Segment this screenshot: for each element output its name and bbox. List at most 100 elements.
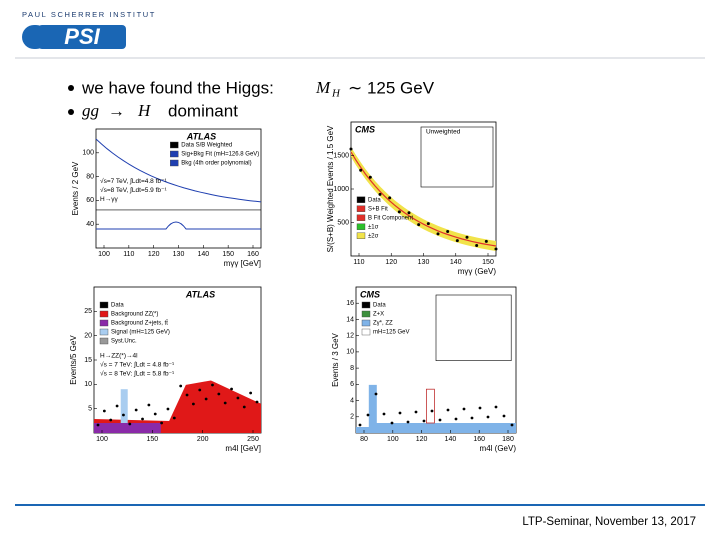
point-marker bbox=[462, 407, 466, 411]
point-marker bbox=[179, 384, 183, 388]
point-marker bbox=[382, 412, 386, 416]
plot-note: Unweighted bbox=[426, 129, 461, 136]
legend-label: Zγ*, ZZ bbox=[373, 321, 393, 327]
point-marker bbox=[134, 408, 138, 412]
legend-swatch bbox=[99, 310, 109, 318]
residual-curve bbox=[96, 221, 261, 230]
legend-swatch bbox=[361, 319, 371, 327]
bullet-dot bbox=[68, 109, 74, 115]
logo-text: PSI bbox=[64, 24, 100, 49]
legend-swatch bbox=[356, 196, 366, 203]
plot: Events / 3 GeV m4l (GeV) 2 4 6 8 10 12 14 16 80 100… bbox=[331, 286, 517, 453]
legend-swatch bbox=[356, 205, 366, 212]
plot-note: √s=8 TeV, ∫Ldt=5.9 fb⁻¹ bbox=[100, 186, 167, 194]
point-marker bbox=[368, 175, 372, 179]
legend-label: Signal (mH=125 GeV) bbox=[111, 330, 170, 336]
point-marker bbox=[366, 413, 370, 417]
point-marker bbox=[211, 383, 214, 387]
point-marker bbox=[494, 405, 498, 409]
point-marker bbox=[388, 196, 392, 200]
point-marker bbox=[255, 400, 259, 404]
legend-swatch bbox=[170, 159, 179, 167]
bullet-dot bbox=[68, 85, 74, 91]
band bbox=[351, 147, 496, 251]
point-marker bbox=[478, 406, 482, 410]
point-marker bbox=[230, 387, 233, 391]
plot-note: √s = 7 TeV: ∫Ldt = 4.8 fb⁻¹ bbox=[100, 361, 175, 369]
math-symbol: → bbox=[108, 101, 125, 120]
point-marker bbox=[407, 211, 411, 215]
math-symbol: H bbox=[137, 101, 152, 120]
y-axis-label: S/(S+B) Weighted Events / 1.5 GeV bbox=[326, 125, 335, 252]
zz-hist bbox=[356, 384, 516, 433]
legend-label: ±2σ bbox=[368, 233, 379, 239]
legend-label: Data bbox=[373, 303, 386, 309]
plot: Events / 2 GeV mγγ [GeV] 40 60 80 100 100 110 12… bbox=[71, 128, 262, 268]
point-marker bbox=[475, 243, 479, 247]
bullet-text: we have found the Higgs: bbox=[81, 78, 274, 97]
legend-swatch bbox=[170, 150, 179, 158]
x-axis-label: m4l (GeV) bbox=[480, 444, 517, 453]
signal-hist bbox=[425, 388, 435, 424]
x-tick-label: 150 bbox=[482, 259, 494, 266]
x-tick-label: 110 bbox=[353, 259, 364, 266]
x-tick-label: 150 bbox=[222, 251, 234, 258]
plot: Events/5 GeV m4l [GeV] 5 10 15 20 25 100 150 200 2… bbox=[69, 286, 262, 453]
legend-label: B Fit Component bbox=[368, 215, 413, 221]
x-tick-label: 120 bbox=[148, 251, 160, 258]
x-axis-label: m4l [GeV] bbox=[225, 444, 261, 453]
y-tick-label: 60 bbox=[86, 197, 94, 204]
point-marker bbox=[109, 418, 113, 422]
plot: S/(S+B) Weighted Events / 1.5 GeV mγγ (Ge… bbox=[326, 121, 498, 276]
point-marker bbox=[446, 408, 450, 412]
y-axis-label: Events/5 GeV bbox=[69, 335, 78, 385]
y-tick-label: 1000 bbox=[333, 186, 349, 193]
inset-frame bbox=[435, 294, 512, 361]
plot-note: √s=7 TeV, ∫Ldt=4.8 fb⁻¹ bbox=[100, 177, 167, 185]
y-tick-label: 10 bbox=[346, 349, 354, 356]
plot-note: H→γγ bbox=[100, 196, 118, 203]
point-marker bbox=[242, 405, 246, 409]
fit-curve bbox=[350, 151, 497, 247]
point-marker bbox=[147, 403, 151, 407]
point-marker bbox=[249, 391, 253, 395]
x-tick-label: 140 bbox=[450, 259, 462, 266]
point-marker bbox=[349, 147, 353, 151]
point-marker bbox=[494, 247, 498, 251]
point-marker bbox=[436, 232, 440, 236]
y-tick-label: 5 bbox=[88, 406, 92, 413]
y-tick-label: 14 bbox=[346, 316, 354, 323]
footer-text: LTP-Seminar, November 13, 2017 bbox=[522, 516, 696, 528]
y-tick-label: 1500 bbox=[333, 152, 349, 159]
x-tick-label: 100 bbox=[387, 436, 399, 443]
math-symbol: gg bbox=[82, 101, 99, 120]
y-tick-label: 10 bbox=[84, 381, 92, 388]
x-tick-label: 160 bbox=[247, 251, 259, 258]
point-marker bbox=[358, 423, 362, 427]
legend-swatch bbox=[356, 232, 366, 239]
point-marker bbox=[198, 388, 202, 392]
legend-swatch bbox=[361, 310, 371, 318]
legend-swatch bbox=[170, 141, 179, 149]
legend-swatch bbox=[361, 328, 371, 336]
x-tick-label: 130 bbox=[173, 251, 185, 258]
math-symbol: M bbox=[315, 78, 331, 97]
math-subscript: H bbox=[331, 88, 341, 100]
y-tick-label: 500 bbox=[337, 219, 349, 226]
point-marker bbox=[122, 413, 125, 417]
x-axis-label: mγγ [GeV] bbox=[224, 259, 261, 268]
point-marker bbox=[217, 392, 221, 396]
x-tick-label: 180 bbox=[502, 436, 514, 443]
plot-note: H→ZZ(*)→4l bbox=[100, 353, 138, 360]
y-tick-label: 40 bbox=[86, 221, 94, 228]
logo-shape bbox=[38, 25, 126, 49]
point-marker bbox=[378, 192, 382, 196]
x-tick-label: 250 bbox=[247, 436, 259, 443]
point-marker bbox=[465, 235, 469, 239]
x-axis-label: mγγ (GeV) bbox=[458, 267, 497, 276]
y-tick-label: 2 bbox=[350, 414, 354, 421]
x-tick-label: 110 bbox=[123, 251, 134, 258]
point-marker bbox=[141, 417, 144, 421]
